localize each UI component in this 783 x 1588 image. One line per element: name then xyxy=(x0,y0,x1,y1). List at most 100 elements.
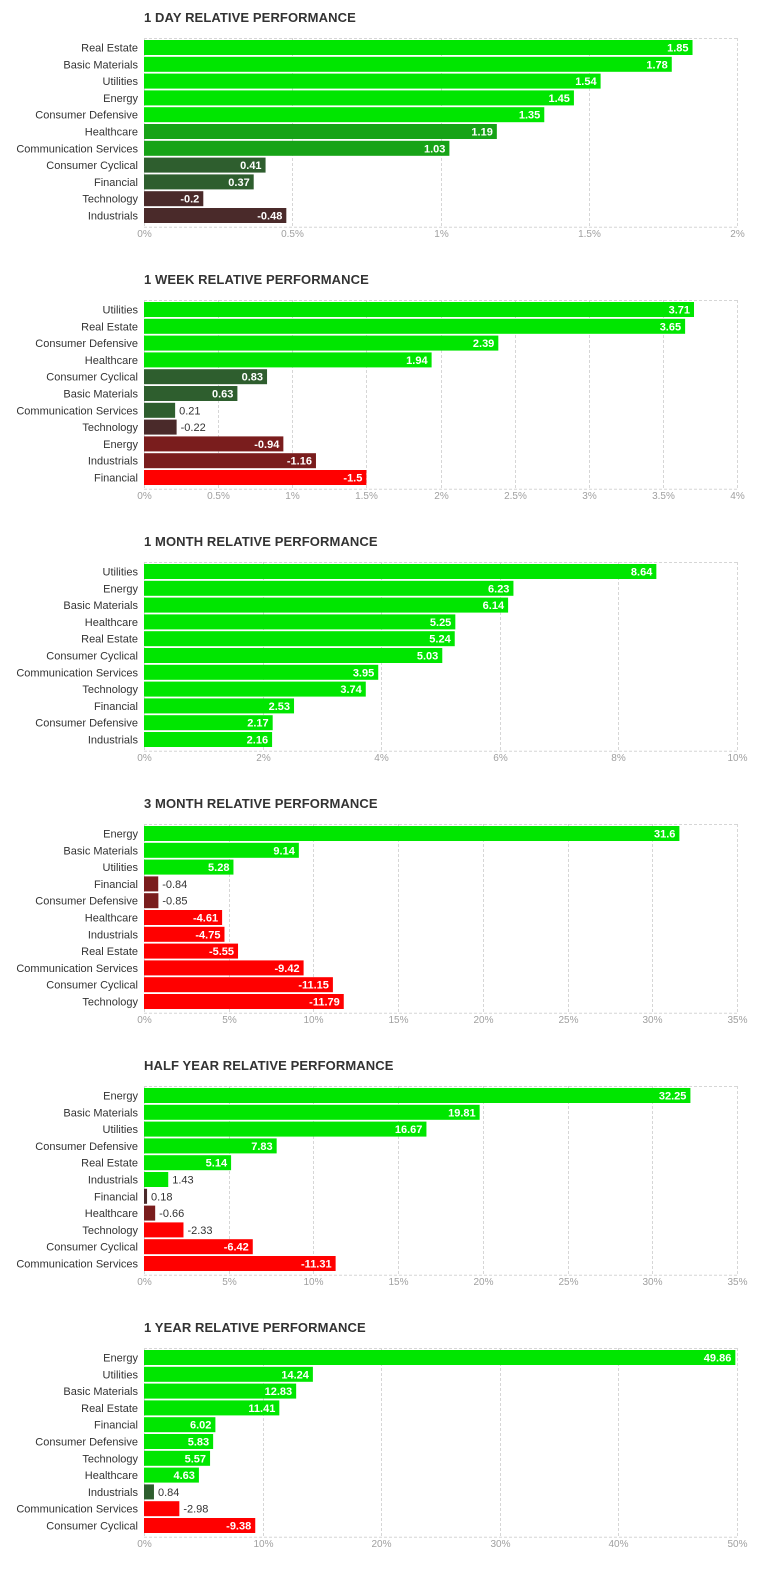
bar-value-label: -11.15 xyxy=(298,980,329,992)
category-label: Utilities xyxy=(103,305,139,317)
bar-value-label: -0.2 xyxy=(180,194,199,206)
bar xyxy=(144,1172,169,1187)
bar xyxy=(144,1417,216,1433)
category-label: Financial xyxy=(94,701,138,713)
bar xyxy=(144,960,304,976)
bar xyxy=(144,977,333,993)
bar xyxy=(144,1222,184,1238)
bar-value-label: 1.35 xyxy=(519,110,540,122)
bar xyxy=(144,842,299,858)
bar xyxy=(144,580,514,596)
bar-value-label: -0.48 xyxy=(257,211,282,223)
category-label: Healthcare xyxy=(85,355,138,367)
chart-title: 1 DAY RELATIVE PERFORMANCE xyxy=(144,10,356,25)
category-label: Real Estate xyxy=(81,946,138,958)
bar-value-label: 1.85 xyxy=(667,43,688,55)
category-label: Real Estate xyxy=(81,43,138,55)
bar-value-label: 4.63 xyxy=(173,1470,194,1482)
category-label: Utilities xyxy=(103,1369,139,1381)
bar xyxy=(144,859,234,875)
category-label: Communication Services xyxy=(16,667,138,679)
bar xyxy=(144,90,574,106)
bar xyxy=(144,715,273,731)
category-label: Real Estate xyxy=(81,1403,138,1415)
chart-6: 1 YEAR RELATIVE PERFORMANCE 0% 10% 20% 30% 40… xyxy=(0,1310,783,1572)
category-label: Technology xyxy=(82,422,138,434)
bar xyxy=(144,1350,736,1365)
category-label: Energy xyxy=(103,439,138,451)
bar xyxy=(144,698,295,714)
category-label: Financial xyxy=(94,1191,138,1203)
category-label: Basic Materials xyxy=(63,1386,138,1398)
bar xyxy=(144,402,176,418)
category-label: Energy xyxy=(103,1091,138,1103)
category-label: Real Estate xyxy=(81,634,138,646)
x-tick-label: 25% xyxy=(558,1015,578,1026)
x-tick-label: 0.5% xyxy=(207,491,230,502)
bar xyxy=(144,140,450,156)
bar xyxy=(144,1434,214,1449)
category-label: Basic Materials xyxy=(63,59,138,71)
bar-value-label: -0.85 xyxy=(162,896,187,908)
category-label: Industrials xyxy=(88,1175,139,1187)
bar-value-label: -2.33 xyxy=(187,1225,212,1237)
bar-value-label: 2.53 xyxy=(269,701,290,713)
bar-value-label: 8.64 xyxy=(631,567,653,579)
x-tick-label: 1% xyxy=(434,229,449,240)
x-tick-label: 40% xyxy=(608,1539,628,1550)
bar xyxy=(144,631,455,647)
x-tick-label: 35% xyxy=(727,1015,747,1026)
category-label: Consumer Defensive xyxy=(35,338,138,350)
x-tick-label: 2% xyxy=(434,491,449,502)
bar xyxy=(144,1501,180,1517)
bar-value-label: 5.83 xyxy=(188,1437,209,1449)
bar-value-label: -6.42 xyxy=(224,1242,249,1254)
bar xyxy=(144,1205,156,1221)
chart-plot: 0% 10% 20% 30% 40% 50% Energy 49.86 Utilities 14.… xyxy=(16,1348,748,1550)
bar-value-label: 16.67 xyxy=(395,1124,423,1136)
x-tick-label: 0% xyxy=(137,229,152,240)
bar-value-label: -2.98 xyxy=(183,1504,208,1516)
x-tick-label: 25% xyxy=(558,1277,578,1288)
category-label: Industrials xyxy=(88,211,139,223)
bar-value-label: 0.84 xyxy=(158,1487,179,1499)
bar xyxy=(144,893,159,909)
category-label: Financial xyxy=(94,177,138,189)
x-tick-label: 6% xyxy=(493,753,508,764)
bar-value-label: -5.55 xyxy=(209,946,234,958)
x-tick-label: 30% xyxy=(642,1015,662,1026)
chart-title: HALF YEAR RELATIVE PERFORMANCE xyxy=(144,1058,394,1073)
x-tick-label: 3% xyxy=(582,491,597,502)
bar-value-label: -11.31 xyxy=(301,1259,332,1271)
chart-plot: 0% 0.5% 1% 1.5% 2% 2.5% 3% 3.5% 4% Utilities 3.71 R… xyxy=(16,300,745,502)
bar-value-label: 2.17 xyxy=(247,718,268,730)
category-label: Consumer Cyclical xyxy=(46,372,138,384)
category-label: Technology xyxy=(82,997,138,1009)
bar-value-label: -9.42 xyxy=(275,963,300,975)
category-label: Energy xyxy=(103,583,138,595)
bar-value-label: -0.94 xyxy=(254,439,280,451)
category-label: Financial xyxy=(94,1420,138,1432)
chart-3: 1 MONTH RELATIVE PERFORMANCE 0% 2% 4% 6% 8% 10… xyxy=(0,524,783,786)
bar xyxy=(144,1138,277,1154)
x-tick-label: 0% xyxy=(137,1277,152,1288)
category-label: Healthcare xyxy=(85,617,138,629)
bar-value-label: 12.83 xyxy=(265,1386,293,1398)
bar-value-label: 2.39 xyxy=(473,338,494,350)
x-tick-label: 1% xyxy=(285,491,300,502)
bar-value-label: 19.81 xyxy=(448,1107,476,1119)
bar xyxy=(144,302,695,317)
bar-value-label: 3.95 xyxy=(353,667,374,679)
x-tick-label: 35% xyxy=(727,1277,747,1288)
bar-value-label: -1.5 xyxy=(343,473,362,485)
chart-2: 1 WEEK RELATIVE PERFORMANCE 0% 0.5% 1% 1.5% 2… xyxy=(0,262,783,524)
x-tick-label: 0% xyxy=(137,491,152,502)
bar-value-label: 5.03 xyxy=(417,651,438,663)
chart-title: 1 MONTH RELATIVE PERFORMANCE xyxy=(144,534,378,549)
category-label: Consumer Cyclical xyxy=(46,651,138,663)
x-tick-label: 10% xyxy=(727,753,747,764)
x-tick-label: 20% xyxy=(371,1539,391,1550)
category-label: Consumer Cyclical xyxy=(46,1242,138,1254)
bar xyxy=(144,191,204,207)
bar xyxy=(144,157,266,173)
